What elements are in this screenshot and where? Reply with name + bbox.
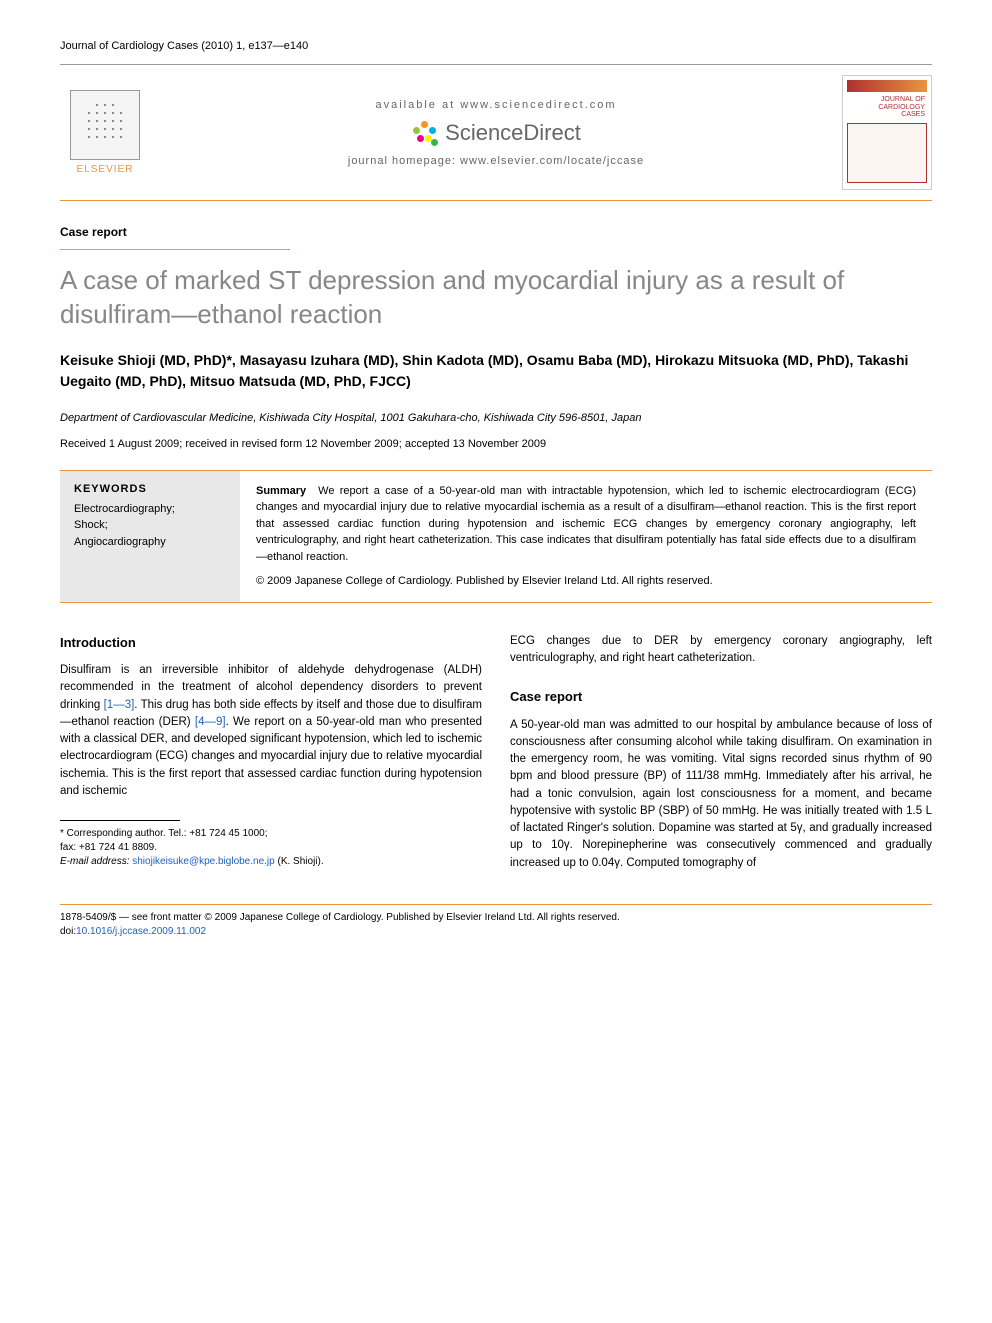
footnote-email-name: (K. Shioji). xyxy=(275,856,324,867)
journal-cover-thumbnail: JOURNAL OF CARDIOLOGY CASES xyxy=(842,75,932,190)
keywords-heading: KEYWORDS xyxy=(74,483,226,495)
footnote-fax: fax: +81 724 41 8809. xyxy=(60,841,482,855)
case-report-paragraph: A 50-year-old man was admitted to our ho… xyxy=(510,717,932,872)
intro-paragraph: Disulfiram is an irreversible inhibitor … xyxy=(60,662,482,800)
article-type: Case report xyxy=(60,225,932,239)
case-report-heading: Case report xyxy=(510,687,932,707)
journal-homepage: journal homepage: www.elsevier.com/locat… xyxy=(165,155,827,167)
intro-continuation: ECG changes due to DER by emergency coro… xyxy=(510,633,932,668)
footnote-email-link[interactable]: shiojikeisuke@kpe.biglobe.ne.jp xyxy=(132,856,274,867)
corresponding-author-footnote: * Corresponding author. Tel.: +81 724 45… xyxy=(60,827,482,869)
elsevier-tree-icon xyxy=(70,90,140,160)
article-dates: Received 1 August 2009; received in revi… xyxy=(60,438,932,450)
journal-citation: Journal of Cardiology Cases (2010) 1, e1… xyxy=(60,40,932,52)
cover-title-line2: CARDIOLOGY xyxy=(878,104,925,111)
banner-center: available at www.sciencedirect.com Scien… xyxy=(165,99,827,167)
article-type-underline xyxy=(60,249,290,250)
summary-label: Summary xyxy=(256,485,306,497)
elsevier-text: ELSEVIER xyxy=(77,164,134,175)
elsevier-logo: ELSEVIER xyxy=(60,83,150,183)
right-column: ECG changes due to DER by emergency coro… xyxy=(510,633,932,884)
keywords-list: Electrocardiography; Shock; Angiocardiog… xyxy=(74,501,226,551)
summary-column: SummaryWe report a case of a 50-year-old… xyxy=(240,471,932,602)
cover-title-line1: JOURNAL OF xyxy=(881,96,925,103)
body-columns: Introduction Disulfiram is an irreversib… xyxy=(60,633,932,884)
ref-link-1-3[interactable]: [1—3] xyxy=(104,699,135,711)
doi-link[interactable]: 10.1016/j.jccase.2009.11.002 xyxy=(76,926,206,937)
abstract-box: KEYWORDS Electrocardiography; Shock; Ang… xyxy=(60,470,932,603)
left-column: Introduction Disulfiram is an irreversib… xyxy=(60,633,482,884)
publisher-banner: ELSEVIER available at www.sciencedirect.… xyxy=(60,64,932,201)
page-footer: 1878-5409/$ — see front matter © 2009 Ja… xyxy=(60,904,932,939)
keywords-column: KEYWORDS Electrocardiography; Shock; Ang… xyxy=(60,471,240,602)
sciencedirect-icon xyxy=(411,119,439,147)
summary-copyright: © 2009 Japanese College of Cardiology. P… xyxy=(256,573,916,590)
sciencedirect-logo: ScienceDirect xyxy=(411,119,581,147)
affiliation: Department of Cardiovascular Medicine, K… xyxy=(60,412,932,424)
footnote-tel: * Corresponding author. Tel.: +81 724 45… xyxy=(60,827,482,841)
doi-label: doi: xyxy=(60,926,76,937)
ref-link-4-9[interactable]: [4—9] xyxy=(195,716,226,728)
article-title: A case of marked ST depression and myoca… xyxy=(60,264,932,332)
sciencedirect-text: ScienceDirect xyxy=(445,120,581,146)
cover-title-line3: CASES xyxy=(901,111,925,118)
footnote-email-label: E-mail address: xyxy=(60,856,132,867)
footnote-divider xyxy=(60,820,180,821)
introduction-heading: Introduction xyxy=(60,633,482,653)
summary-text: We report a case of a 50-year-old man wi… xyxy=(256,485,916,563)
footer-copyright: 1878-5409/$ — see front matter © 2009 Ja… xyxy=(60,911,932,925)
available-at-text: available at www.sciencedirect.com xyxy=(165,99,827,111)
authors-list: Keisuke Shioji (MD, PhD)*, Masayasu Izuh… xyxy=(60,350,932,392)
